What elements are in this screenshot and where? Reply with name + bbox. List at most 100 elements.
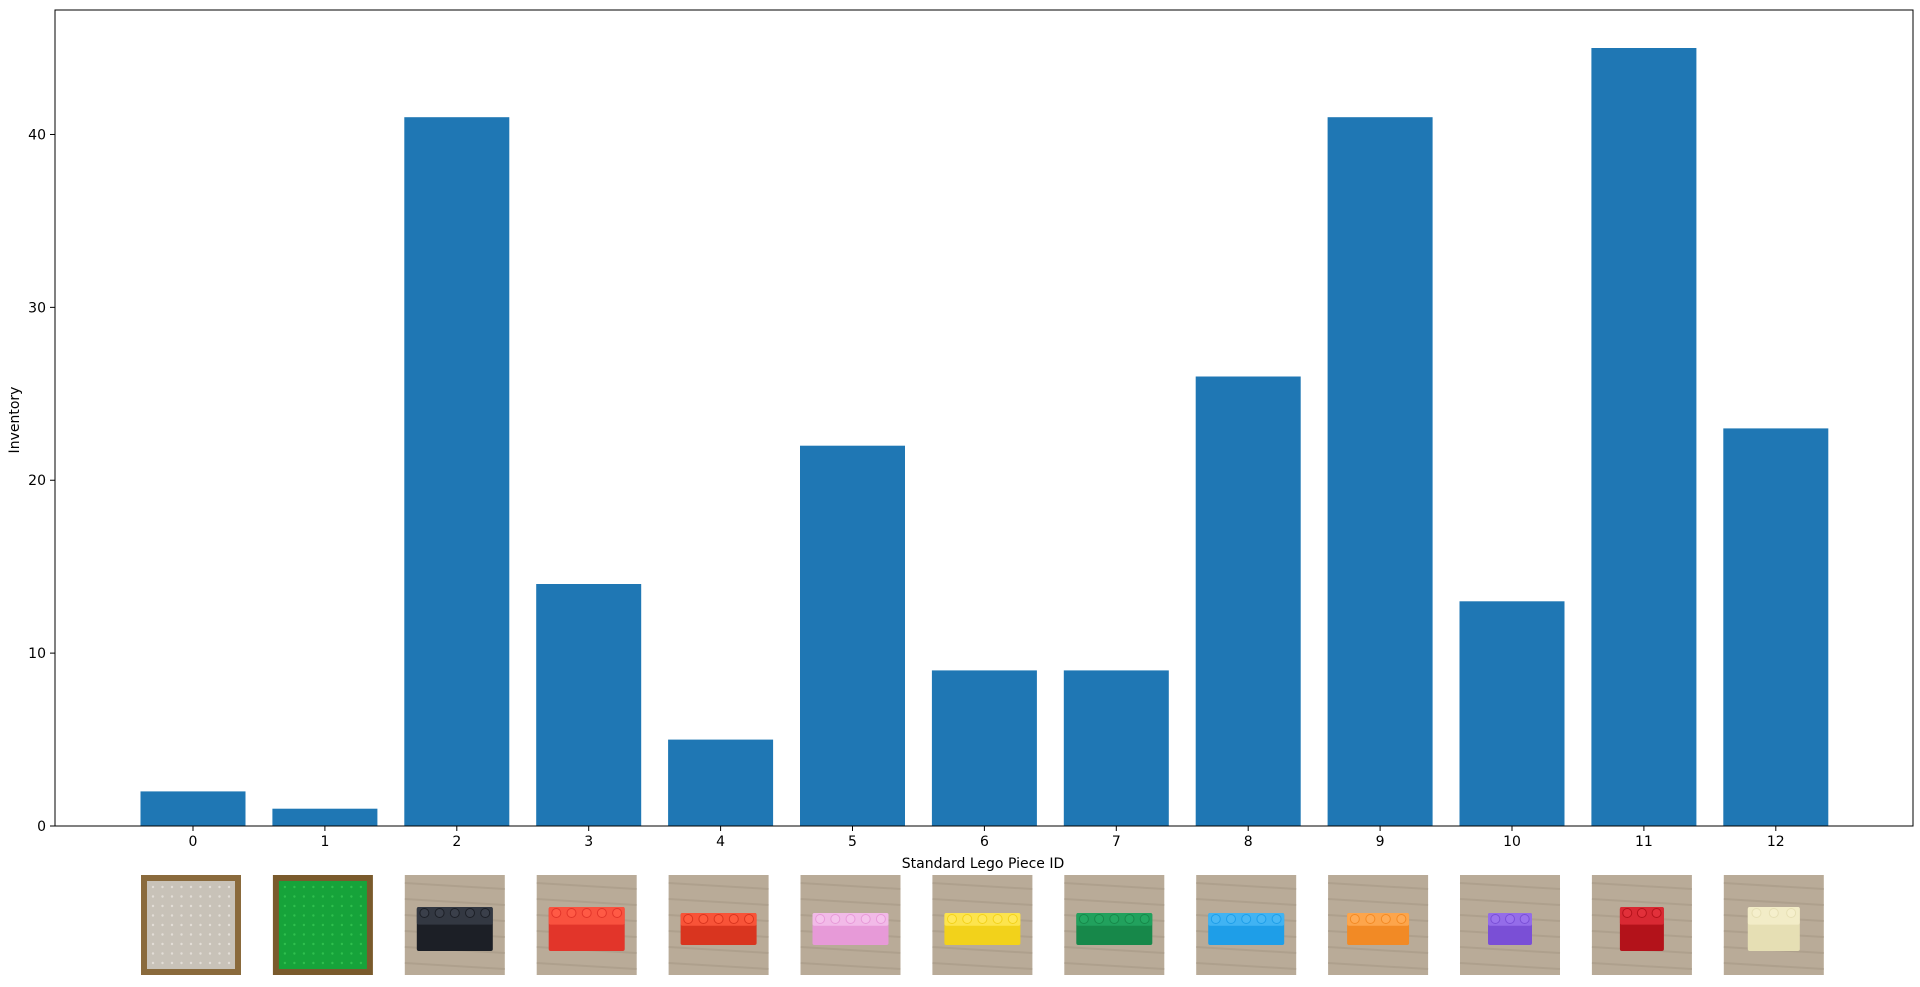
- thumb-stud: [208, 942, 212, 946]
- thumb-stud: [321, 942, 325, 946]
- lego-brick-long-red-icon: [668, 875, 769, 975]
- thumb-wood-grain: [1196, 882, 1297, 890]
- lego-brick-purple-icon: [1459, 875, 1561, 975]
- thumb-stud: [161, 923, 164, 927]
- thumb-stud: [199, 961, 202, 965]
- thumb-brick-stud: [947, 914, 957, 924]
- thumb-stud: [180, 942, 183, 946]
- thumb-stud: [321, 904, 325, 908]
- thumb-stud: [302, 961, 306, 965]
- thumb-stud: [350, 885, 353, 889]
- thumb-stud: [151, 895, 155, 898]
- thumb-stud: [170, 895, 174, 898]
- thumb-stud: [161, 961, 164, 965]
- thumb-stud: [312, 895, 315, 898]
- thumb-stud: [359, 933, 363, 936]
- thumb-stud: [283, 952, 287, 955]
- bar-4: [668, 739, 774, 826]
- thumb-stud: [293, 904, 296, 908]
- thumb-brick-stud: [1365, 914, 1376, 924]
- lego-brick-transparent-red-icon: [1591, 875, 1692, 975]
- thumb-brick-stud: [815, 914, 826, 924]
- thumb-wood-grain: [800, 882, 901, 890]
- thumb-brick-stud: [1751, 908, 1762, 918]
- bar-12: [1723, 428, 1829, 826]
- thumb-brick-stud: [698, 914, 709, 924]
- thumb-stud: [227, 885, 231, 889]
- thumb-stud: [170, 904, 174, 908]
- thumb-stud: [180, 952, 183, 955]
- y-tick-label-0: 0: [37, 819, 46, 835]
- thumb-wood-grain: [668, 882, 769, 890]
- thumb-stud: [180, 895, 183, 898]
- thumb-stud: [161, 885, 164, 889]
- thumb-stud: [161, 942, 164, 946]
- thumb-stud: [331, 895, 334, 898]
- thumb-wood-grain: [404, 882, 505, 890]
- thumb-brick-stud: [728, 914, 739, 924]
- thumb-stud: [340, 904, 344, 908]
- thumb-stud: [340, 923, 344, 927]
- thumb-stud: [218, 914, 221, 917]
- thumb-stud: [321, 933, 325, 936]
- thumb-stud: [359, 952, 363, 955]
- thumb-stud: [321, 923, 325, 927]
- thumb-stud: [161, 933, 164, 936]
- thumb-wood-grain: [800, 898, 901, 906]
- thumb-stud: [218, 933, 221, 936]
- lego-brick-red-icon: [536, 875, 637, 975]
- thumb-stud: [151, 914, 155, 917]
- thumb-stud: [350, 952, 353, 955]
- thumb-brick-stud: [1124, 914, 1135, 924]
- thumb-wood-grain: [1328, 962, 1429, 970]
- lego-brick-black-icon: [404, 875, 505, 975]
- thumb-stud: [189, 942, 193, 946]
- thumb-stud: [189, 952, 193, 955]
- thumb-stud: [199, 933, 202, 936]
- thumb-stud: [340, 952, 344, 955]
- thumb-brick-stud: [1786, 908, 1797, 918]
- bar-3: [536, 584, 642, 826]
- thumb-brick-stud: [1094, 914, 1105, 924]
- thumb-stud: [283, 904, 287, 908]
- thumb-brick-stud: [977, 914, 988, 924]
- y-tick-label-30: 30: [28, 300, 46, 316]
- thumb-brick-stud: [551, 908, 562, 918]
- x-axis-label: Standard Lego Piece ID: [902, 856, 1065, 872]
- thumb-wood-grain: [1723, 962, 1824, 970]
- bar-1: [272, 808, 378, 826]
- x-tick-label-10: 10: [1503, 834, 1521, 850]
- thumb-stud: [340, 914, 344, 917]
- bar-5: [800, 445, 905, 826]
- thumb-stud: [227, 952, 231, 955]
- thumb-wood-grain: [1328, 898, 1429, 906]
- x-tick-label-5: 5: [848, 834, 857, 850]
- thumb-stud: [312, 914, 315, 917]
- thumb-stud: [321, 895, 325, 898]
- thumb-stud: [312, 923, 315, 927]
- thumb-stud: [189, 904, 193, 908]
- thumb-wood-grain: [800, 946, 901, 954]
- bar-10: [1459, 601, 1565, 826]
- thumb-stud: [340, 933, 344, 936]
- thumb-stud: [350, 914, 353, 917]
- thumb-brick-stud: [845, 914, 856, 924]
- thumb-wood-grain: [1328, 882, 1429, 890]
- x-tick-label-2: 2: [452, 834, 461, 850]
- thumb-stud: [227, 942, 231, 946]
- thumb-wood-grain: [1459, 898, 1561, 906]
- x-tick-label-1: 1: [320, 834, 329, 850]
- thumb-brick-stud: [992, 914, 1003, 924]
- thumb-stud: [151, 885, 155, 889]
- thumb-brick-stud: [1210, 914, 1221, 924]
- thumb-brick-stud: [1396, 914, 1407, 924]
- thumb-stud: [302, 914, 306, 917]
- thumb-wood-grain: [1196, 946, 1297, 954]
- thumb-wood-grain: [536, 882, 637, 890]
- thumb-stud: [189, 914, 193, 917]
- thumb-stud: [151, 923, 155, 927]
- thumb-wood-grain: [1064, 962, 1165, 970]
- thumb-stud: [350, 923, 353, 927]
- thumb-stud: [161, 952, 164, 955]
